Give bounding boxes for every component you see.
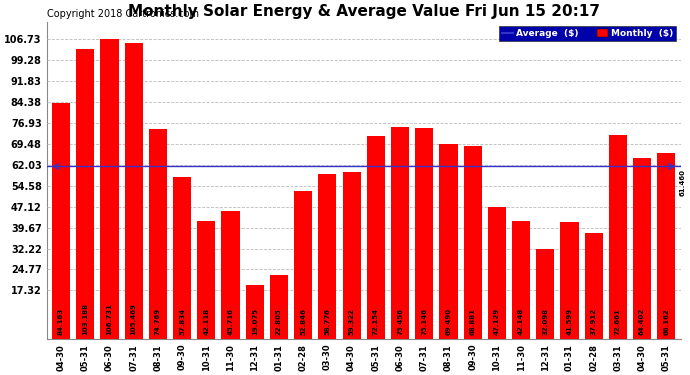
Bar	[391, 127, 409, 339]
Text: 42.118: 42.118	[204, 308, 209, 335]
Legend: Average  ($), Monthly  ($): Average ($), Monthly ($)	[500, 26, 676, 40]
Text: 42.148: 42.148	[518, 308, 524, 335]
Text: 37.912: 37.912	[591, 308, 597, 335]
Bar	[440, 144, 457, 339]
Text: 106.731: 106.731	[106, 303, 112, 335]
Bar	[609, 135, 627, 339]
Text: 32.098: 32.098	[542, 308, 549, 335]
Text: 45.716: 45.716	[228, 308, 233, 335]
Text: 57.834: 57.834	[179, 308, 185, 335]
Title: Monthly Solar Energy & Average Value Fri Jun 15 20:17: Monthly Solar Energy & Average Value Fri…	[128, 4, 600, 19]
Text: 75.456: 75.456	[397, 308, 403, 335]
Text: 75.146: 75.146	[421, 308, 427, 335]
Text: 72.661: 72.661	[615, 308, 621, 335]
Text: 19.075: 19.075	[252, 308, 258, 335]
Text: 74.769: 74.769	[155, 308, 161, 335]
Text: 22.805: 22.805	[276, 308, 282, 335]
Bar	[560, 222, 578, 339]
Bar	[76, 49, 95, 339]
Bar	[197, 221, 215, 339]
Text: 47.129: 47.129	[494, 308, 500, 335]
Bar	[221, 211, 239, 339]
Text: 103.188: 103.188	[82, 303, 88, 335]
Bar	[584, 232, 603, 339]
Bar	[342, 172, 361, 339]
Text: 61.460: 61.460	[680, 169, 686, 196]
Bar	[149, 129, 167, 339]
Bar	[536, 249, 554, 339]
Bar	[52, 103, 70, 339]
Text: 59.322: 59.322	[348, 308, 355, 335]
Text: 52.846: 52.846	[300, 308, 306, 335]
Bar	[415, 128, 433, 339]
Text: 64.402: 64.402	[639, 308, 645, 335]
Bar	[246, 285, 264, 339]
Bar	[173, 177, 191, 339]
Bar	[270, 275, 288, 339]
Bar	[633, 158, 651, 339]
Bar	[294, 190, 313, 339]
Text: 105.469: 105.469	[130, 303, 137, 335]
Bar	[318, 174, 337, 339]
Bar	[101, 39, 119, 339]
Text: 41.599: 41.599	[566, 308, 573, 335]
Bar	[488, 207, 506, 339]
Bar	[512, 220, 530, 339]
Text: Copyright 2018 Cartronics.com: Copyright 2018 Cartronics.com	[46, 9, 199, 18]
Bar	[464, 146, 482, 339]
Text: 84.163: 84.163	[58, 308, 64, 335]
Text: 72.154: 72.154	[373, 308, 379, 335]
Text: 68.881: 68.881	[470, 308, 475, 335]
Bar	[125, 43, 143, 339]
Bar	[658, 153, 676, 339]
Text: 66.162: 66.162	[663, 308, 669, 335]
Text: 69.490: 69.490	[446, 308, 451, 335]
Bar	[366, 136, 385, 339]
Text: 58.776: 58.776	[324, 308, 331, 335]
